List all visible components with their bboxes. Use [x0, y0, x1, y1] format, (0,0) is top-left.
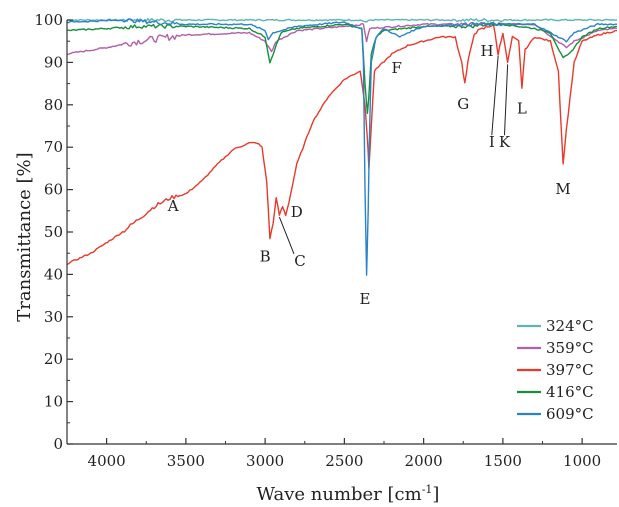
peak-annotations: A B C D E F G H I KL M — [167, 42, 571, 308]
y-tick-label-100: 100 — [34, 11, 63, 29]
peak-label-E: E — [360, 290, 371, 308]
peak-label-K: K — [499, 133, 511, 151]
x-tick-label-2000: 2000 — [405, 452, 443, 470]
x-tick-label-1000: 1000 — [563, 452, 601, 470]
x-axis-title-end: ] — [432, 484, 439, 505]
series-line-397C — [66, 23, 617, 266]
annotation-pointer-C — [278, 216, 295, 255]
peak-label-A: A — [167, 197, 179, 215]
peak-label-B: B — [260, 248, 271, 266]
legend-label-416C: 416°C — [546, 383, 594, 401]
peak-label-H: H — [480, 42, 493, 60]
y-tick-label-10: 10 — [44, 393, 63, 411]
plot-area — [67, 20, 617, 444]
chart-background — [67, 20, 617, 444]
y-tick-label-70: 70 — [44, 138, 63, 156]
series-lines — [66, 18, 618, 276]
x-tick-label-3000: 3000 — [246, 452, 284, 470]
series-line-324C — [66, 18, 618, 23]
legend-label-609C: 609°C — [546, 405, 594, 423]
x-axis-title-superscript: -1 — [422, 483, 433, 496]
y-tick-label-20: 20 — [44, 350, 63, 368]
y-tick-label-90: 90 — [44, 53, 63, 71]
legend-label-324C: 324°C — [546, 317, 594, 335]
peak-label-D: D — [291, 203, 303, 221]
peak-label-F: F — [391, 59, 401, 77]
series-line-416C — [67, 22, 618, 114]
y-tick-label-40: 40 — [44, 265, 63, 283]
legend-label-397C: 397°C — [546, 361, 594, 379]
legend: 324°C 359°C 397°C 416°C 609°C — [517, 317, 594, 423]
annotation-pointer-K — [503, 64, 509, 136]
y-tick-label-80: 80 — [44, 96, 63, 114]
x-tick-label-1500: 1500 — [484, 452, 522, 470]
x-tick-label-2500: 2500 — [325, 452, 363, 470]
x-axis-title: Wave number [cm-1] — [257, 483, 440, 505]
peak-label-I: I — [489, 133, 495, 151]
x-axis-title-main: Wave number [cm — [257, 484, 422, 505]
peak-label-L: L — [517, 99, 527, 117]
annotation-pointer-I — [491, 55, 499, 136]
x-tick-label-3500: 3500 — [167, 452, 205, 470]
y-tick-label-0: 0 — [53, 435, 63, 453]
y-tick-label-50: 50 — [44, 223, 63, 241]
axes: 0 10 20 30 40 50 60 70 80 90 100 4000 3500 3000 2500 20… — [34, 11, 617, 470]
y-axis-title: Transmittance [%] — [14, 152, 35, 321]
y-tick-label-30: 30 — [44, 308, 63, 326]
peak-label-C: C — [294, 252, 305, 270]
series-line-609C — [67, 18, 617, 276]
y-tick-label-60: 60 — [44, 181, 63, 199]
x-tick-label-4000: 4000 — [88, 452, 126, 470]
peak-label-G: G — [457, 95, 469, 113]
legend-label-359C: 359°C — [546, 339, 594, 357]
peak-label-M: M — [555, 180, 570, 198]
